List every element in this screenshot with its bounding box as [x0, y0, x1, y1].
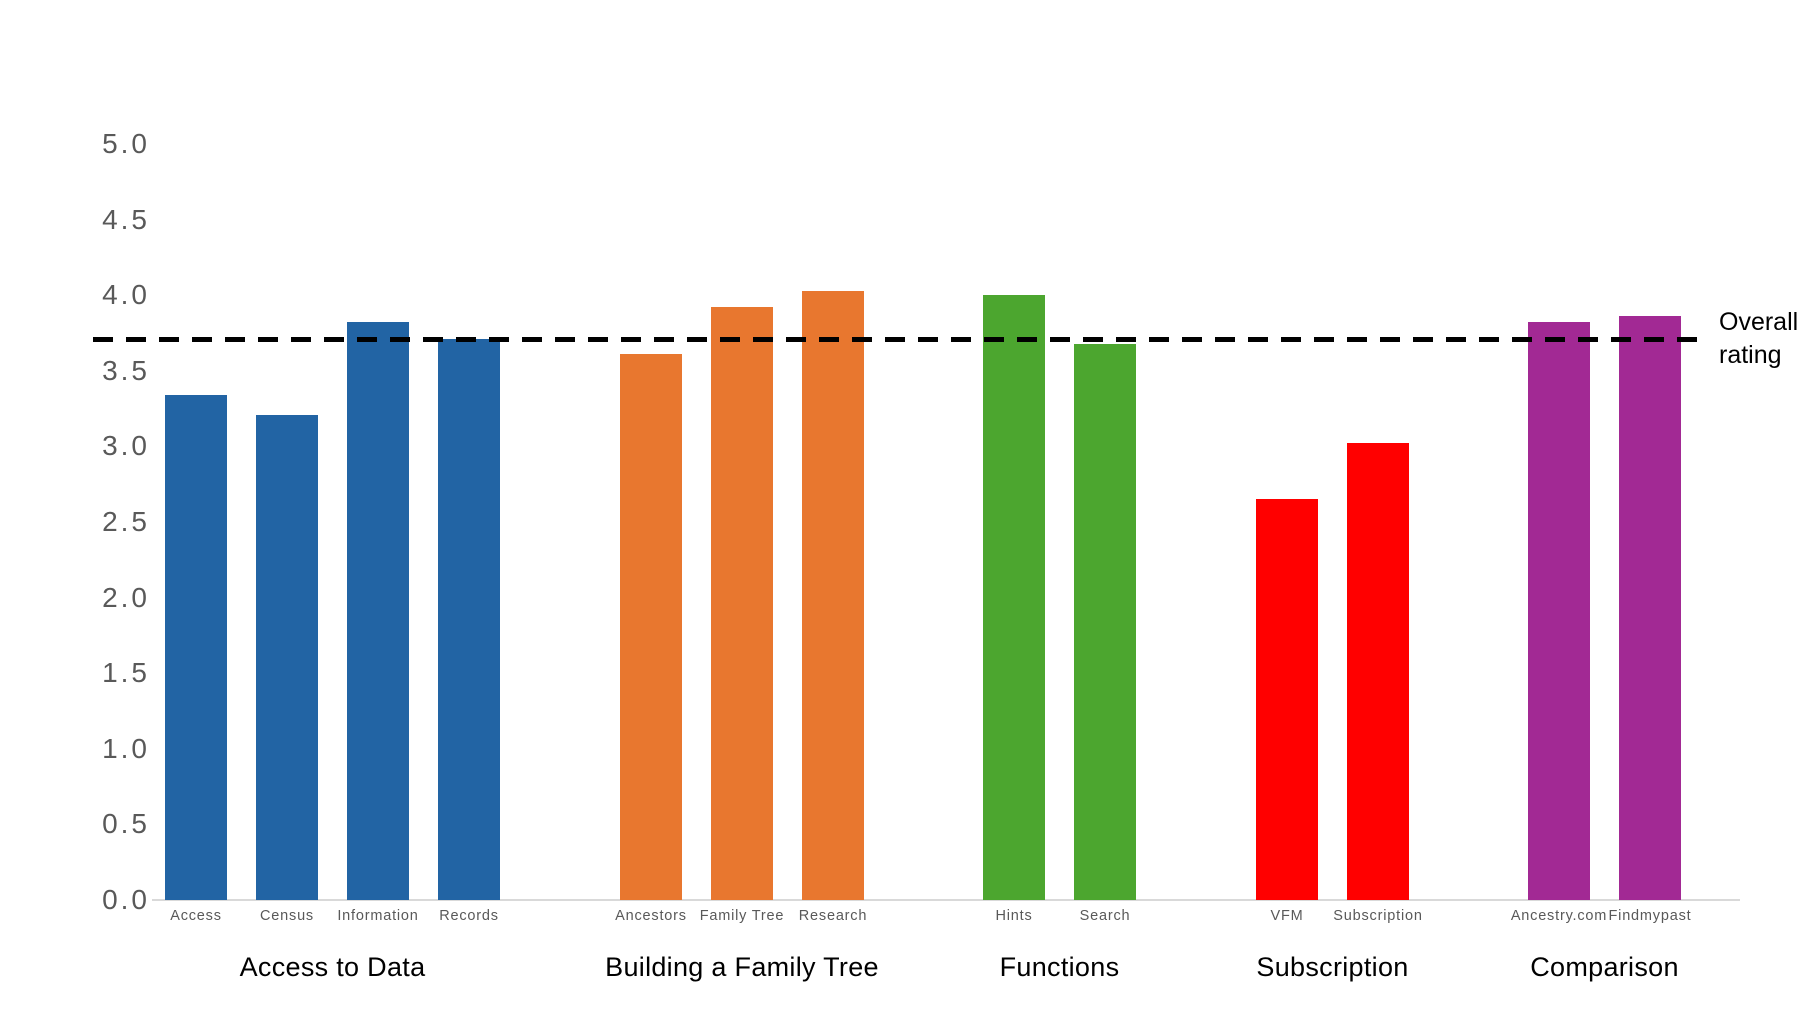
- category-label-hints: Hints: [995, 908, 1033, 924]
- overall-rating-label-line1: Overall: [1719, 308, 1799, 337]
- group-title-comparison: Comparison: [1530, 952, 1679, 982]
- y-axis-tick-label: 3.0: [102, 430, 150, 462]
- group-title-access-to-data: Access to Data: [239, 952, 426, 982]
- bar-vfm: [1256, 499, 1318, 900]
- group-title-functions: Functions: [999, 952, 1120, 982]
- y-axis-tick-label: 2.0: [102, 581, 150, 613]
- bar-search: [1074, 343, 1136, 900]
- y-axis-tick-label: 0.5: [102, 808, 150, 840]
- y-axis-tick-label: 2.5: [102, 506, 150, 537]
- category-label-vfm: VFM: [1270, 908, 1304, 924]
- overall-rating-label-line2: rating: [1719, 341, 1782, 370]
- category-label-information: Information: [337, 908, 419, 924]
- bar-access: [165, 394, 227, 900]
- bar-findmypast: [1619, 316, 1681, 900]
- group-title-building-a-family-tree: Building a Family Tree: [605, 952, 879, 982]
- category-label-family-tree: Family Tree: [699, 908, 785, 924]
- category-label-ancestry-com: Ancestry.com: [1510, 908, 1608, 924]
- category-label-search: Search: [1079, 908, 1131, 924]
- y-axis-tick-label: 1.0: [102, 732, 150, 764]
- x-axis-line: [152, 899, 1740, 901]
- bar-census: [256, 414, 318, 900]
- bar-subscription: [1347, 443, 1409, 900]
- category-label-findmypast: Findmypast: [1608, 908, 1692, 924]
- y-axis-tick-label: 1.5: [102, 657, 150, 689]
- bar-records: [438, 339, 500, 900]
- overall-rating-line: [93, 336, 1707, 342]
- bar-family-tree: [711, 307, 773, 900]
- overall-rating-label: Overall rating: [1719, 306, 1798, 372]
- category-label-records: Records: [439, 908, 499, 924]
- category-label-access: Access: [170, 908, 222, 924]
- bar-information: [347, 322, 409, 900]
- y-axis-tick-label: 4.0: [102, 279, 150, 311]
- category-label-census: Census: [260, 908, 314, 924]
- y-axis-tick-label: 3.5: [102, 354, 150, 386]
- y-axis-tick-label: 4.5: [102, 203, 150, 235]
- y-axis-tick-label: 5.0: [102, 128, 150, 159]
- bar-research: [802, 290, 864, 900]
- category-label-subscription: Subscription: [1333, 908, 1423, 924]
- bar-hints: [983, 295, 1045, 900]
- bar-ancestry-com: [1528, 322, 1590, 900]
- category-label-research: Research: [798, 908, 868, 924]
- y-axis-tick-label: 0.0: [102, 884, 150, 915]
- bar-ancestors: [620, 354, 682, 900]
- group-title-subscription: Subscription: [1256, 952, 1409, 982]
- category-label-ancestors: Ancestors: [615, 908, 687, 924]
